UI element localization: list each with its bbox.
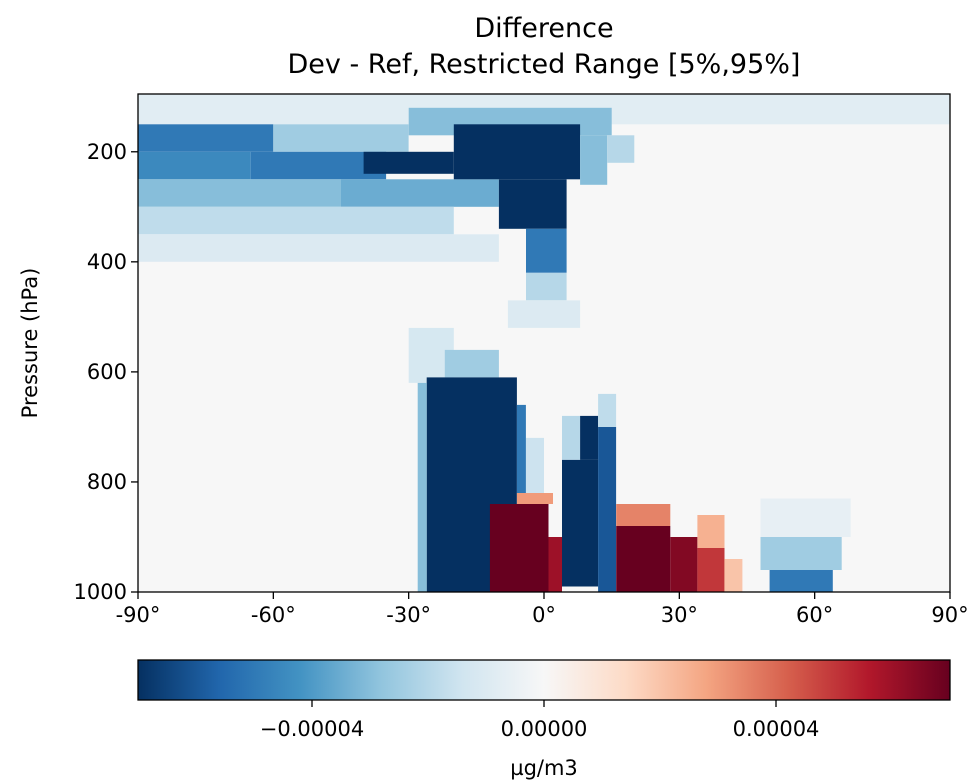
- heatmap-cell: [670, 537, 698, 592]
- heatmap-cell: [453, 124, 581, 180]
- y-tick-label: 800: [87, 470, 127, 494]
- heatmap-cell: [444, 349, 499, 378]
- colorbar-tick-label: 0.00004: [733, 717, 820, 741]
- x-tick-label: -60°: [251, 603, 296, 627]
- x-tick-label: -90°: [116, 603, 161, 627]
- y-axis-label: Pressure (hPa): [18, 268, 42, 419]
- colorbar-label: µg/m3: [510, 756, 578, 780]
- heatmap-cell: [616, 504, 671, 526]
- heatmap-cell: [769, 570, 833, 592]
- y-axis: 200 400 600 800 1000: [74, 140, 138, 604]
- heatmap-cell: [607, 135, 635, 163]
- heatmap-cell: [341, 179, 499, 207]
- heatmap-cell: [516, 404, 526, 504]
- y-tick-label: 1000: [74, 580, 127, 604]
- heatmap-cell: [724, 559, 743, 592]
- heatmap-cell: [138, 124, 274, 152]
- heatmap-cell: [697, 548, 725, 592]
- colorbar-tick-label: 0.00000: [501, 717, 588, 741]
- heatmap-cell: [760, 537, 842, 570]
- heatmap-cell: [273, 124, 409, 152]
- y-tick-label: 200: [87, 140, 127, 164]
- heatmap-cell: [526, 272, 567, 301]
- heatmap-cell: [580, 415, 599, 460]
- heatmap-cells: [138, 94, 950, 592]
- x-tick-label: 30°: [661, 603, 698, 627]
- heatmap-cell: [760, 498, 851, 537]
- heatmap-cell: [562, 415, 580, 460]
- heatmap-cell: [417, 382, 427, 592]
- heatmap-cell: [138, 179, 341, 207]
- x-tick-label: 60°: [796, 603, 833, 627]
- y-tick-label: 400: [87, 250, 127, 274]
- heatmap-cell: [489, 504, 531, 592]
- colorbar: [137, 659, 951, 701]
- heatmap-cell: [363, 151, 454, 174]
- heatmap-cell: [616, 526, 671, 592]
- heatmap-cell: [530, 504, 549, 592]
- heatmap-cell: [498, 179, 567, 229]
- chart-subtitle: Dev - Ref, Restricted Range [5%,95%]: [287, 49, 801, 80]
- y-tick-label: 600: [87, 360, 127, 384]
- heatmap-cell: [526, 228, 567, 273]
- x-tick-label: 90°: [931, 603, 968, 627]
- chart-title: Difference: [474, 13, 614, 44]
- heatmap-cell: [580, 135, 608, 185]
- heatmap-cell: [507, 300, 581, 328]
- x-tick-label: 0°: [532, 603, 556, 627]
- heatmap-cell: [526, 437, 544, 504]
- heatmap-cell: [548, 537, 562, 592]
- colorbar-tick-label: −0.00004: [260, 717, 364, 741]
- x-axis: -90° -60° -30° 0° 30° 60° 90°: [116, 592, 969, 627]
- heatmap-cell: [138, 151, 251, 180]
- heatmap-cell: [138, 234, 499, 262]
- colorbar-ticks: −0.00004 0.00000 0.00004: [260, 700, 820, 741]
- heatmap-cell: [697, 515, 725, 548]
- heatmap-cell: [598, 393, 617, 427]
- x-tick-label: -30°: [386, 603, 431, 627]
- heatmap-cell: [562, 459, 599, 587]
- heatmap-cell: [516, 493, 553, 504]
- heatmap-cell: [598, 426, 617, 592]
- heatmap-cell: [138, 206, 454, 235]
- heatmap-cell: [250, 151, 387, 180]
